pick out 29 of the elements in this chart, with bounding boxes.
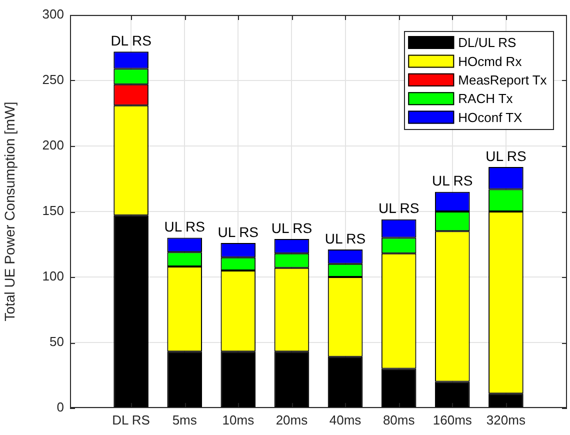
x-tick-label: 5ms [172, 412, 198, 428]
annotation: DL RS [110, 32, 152, 49]
x-tick-label: 160ms [432, 412, 472, 428]
x-tick-label: 40ms [329, 412, 362, 428]
x-tick-label: DL RS [112, 412, 150, 428]
x-tick-label: 320ms [486, 412, 526, 428]
y-tick-label: 100 [42, 268, 64, 284]
annotation: UL RS [432, 172, 473, 189]
annotation: UL RS [218, 224, 259, 240]
y-tick-label: 150 [42, 203, 64, 218]
y-tick-label: 0 [56, 400, 64, 415]
x-tick-label: 20ms [276, 412, 308, 428]
y-tick-label: 200 [42, 138, 64, 153]
y-tick-label: 250 [42, 72, 64, 88]
legend-label: MeasReport Tx [458, 72, 548, 88]
annotation: UL RS [271, 220, 312, 236]
annotation: UL RS [378, 200, 420, 216]
x-tick-label: 10ms [222, 412, 255, 428]
y-tick-label: 300 [42, 6, 64, 22]
annotation: UL RS [164, 218, 205, 235]
legend-label: HOcmd Rx [458, 54, 522, 69]
y-tick-label: 50 [50, 334, 64, 350]
y-axis-title: Total UE Power Consumption [mW] [1, 102, 18, 322]
annotation: UL RS [486, 148, 526, 164]
legend-label: RACH Tx [458, 91, 514, 106]
x-tick-label: 80ms [382, 412, 416, 428]
legend-label: DL/UL RS [458, 35, 517, 50]
annotation: UL RS [324, 230, 366, 246]
legend-label: HOconf TX [458, 110, 523, 125]
